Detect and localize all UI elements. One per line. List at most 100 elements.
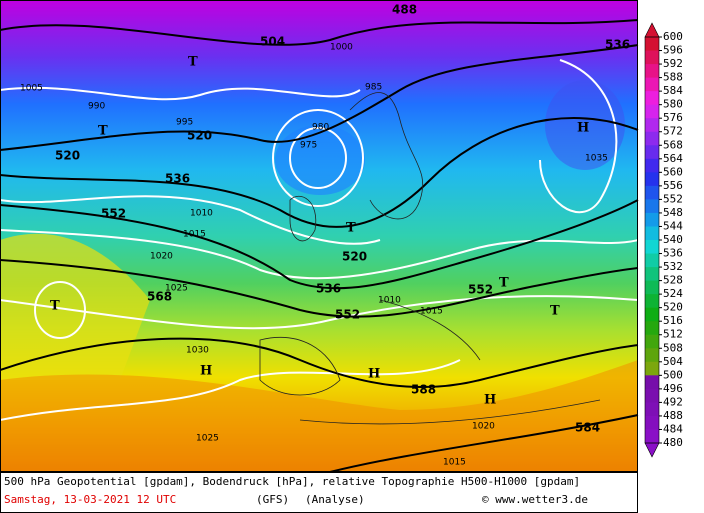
contour-label: 584 — [575, 421, 600, 435]
legend-arrow — [644, 442, 660, 458]
legend-swatch — [645, 104, 659, 119]
legend-swatch — [645, 64, 659, 79]
legend-swatch — [645, 91, 659, 106]
legend-label: 544 — [663, 219, 683, 232]
isobar-label: 1005 — [20, 84, 43, 94]
low-marker: T — [98, 124, 108, 139]
legend-swatch — [645, 280, 659, 295]
legend-label: 480 — [663, 436, 683, 449]
coastline — [299, 299, 601, 425]
legend-swatch — [645, 334, 659, 349]
legend-label: 596 — [663, 44, 683, 57]
footer-box — [0, 472, 638, 513]
legend-swatch — [645, 415, 659, 430]
legend-swatch — [645, 226, 659, 241]
legend-swatch — [645, 388, 659, 403]
legend-label: 524 — [663, 287, 683, 300]
legend-swatch — [645, 37, 659, 52]
legend-label: 548 — [663, 206, 683, 219]
contour — [0, 44, 639, 151]
footer-description: 500 hPa Geopotential [gpdam], Bodendruck… — [4, 475, 580, 488]
legend-label: 576 — [663, 111, 683, 124]
legend-arrow — [644, 22, 660, 38]
legend-label: 556 — [663, 179, 683, 192]
contour — [0, 199, 639, 290]
legend-label: 500 — [663, 368, 683, 381]
contour — [0, 259, 639, 318]
legend-swatch — [645, 240, 659, 255]
legend-swatch — [645, 145, 659, 160]
legend-swatch — [645, 131, 659, 146]
isobar-label: 1025 — [196, 434, 219, 444]
legend-label: 516 — [663, 314, 683, 327]
contour — [0, 117, 639, 228]
legend-label: 512 — [663, 328, 683, 341]
isobar-label: 980 — [312, 123, 329, 133]
legend-label: 568 — [663, 138, 683, 151]
legend-swatch — [645, 172, 659, 187]
high-marker: H — [368, 367, 380, 382]
footer-run: (Analyse) — [305, 493, 365, 506]
legend-label: 492 — [663, 395, 683, 408]
isobar-label: 1035 — [585, 154, 608, 164]
footer-model: (GFS) — [256, 493, 289, 506]
footer-credit: © www.wetter3.de — [482, 493, 588, 506]
legend-label: 584 — [663, 84, 683, 97]
contour — [0, 337, 639, 388]
legend-swatch — [645, 185, 659, 200]
contour-label: 520 — [55, 149, 80, 163]
contour-label: 536 — [605, 38, 630, 52]
legend-label: 496 — [663, 382, 683, 395]
legend-label: 572 — [663, 125, 683, 138]
contour-label: 552 — [335, 308, 360, 322]
isobar — [289, 127, 347, 189]
footer-date: Samstag, 13-03-2021 12 UTC — [4, 493, 176, 506]
legend-swatch — [645, 348, 659, 363]
contour-label: 520 — [342, 250, 367, 264]
legend-swatch — [645, 199, 659, 214]
isobar-label: 1020 — [472, 422, 495, 432]
legend-label: 484 — [663, 422, 683, 435]
legend-swatch — [645, 212, 659, 227]
isobar-label: 1015 — [443, 458, 466, 468]
legend-label: 536 — [663, 247, 683, 260]
isobar — [0, 359, 461, 421]
contour-label: 520 — [187, 129, 212, 143]
contour — [329, 414, 639, 473]
contour-label: 536 — [316, 282, 341, 296]
high-marker: H — [484, 393, 496, 408]
legend-label: 528 — [663, 274, 683, 287]
isobar — [272, 109, 364, 207]
legend-swatch — [645, 402, 659, 417]
isobar-label: 985 — [365, 83, 382, 93]
contour-label: 504 — [260, 35, 285, 49]
contour-label: 552 — [101, 207, 126, 221]
legend-swatch — [645, 294, 659, 309]
legend-label: 540 — [663, 233, 683, 246]
contour-label: 488 — [392, 3, 417, 17]
legend-swatch — [645, 267, 659, 282]
legend-label: 552 — [663, 192, 683, 205]
isobar-label: 1010 — [190, 209, 213, 219]
low-area — [545, 80, 625, 170]
legend-label: 588 — [663, 71, 683, 84]
legend-label: 564 — [663, 152, 683, 165]
low-marker: T — [346, 221, 356, 236]
legend-label: 600 — [663, 30, 683, 43]
isobar — [0, 229, 639, 280]
legend-label: 532 — [663, 260, 683, 273]
isobar-label: 990 — [88, 102, 105, 112]
low-area — [275, 125, 365, 195]
low-marker: T — [499, 276, 509, 291]
low-marker: T — [550, 304, 560, 319]
contour-label: 588 — [411, 383, 436, 397]
legend-label: 508 — [663, 341, 683, 354]
legend-label: 592 — [663, 57, 683, 70]
geopotential-lines — [0, 19, 639, 473]
isobar-label: 975 — [300, 141, 317, 151]
map-frame — [0, 0, 638, 472]
legend-swatch — [645, 50, 659, 65]
legend-swatch — [645, 158, 659, 173]
coastlines — [259, 92, 601, 425]
legend-swatch — [645, 361, 659, 376]
